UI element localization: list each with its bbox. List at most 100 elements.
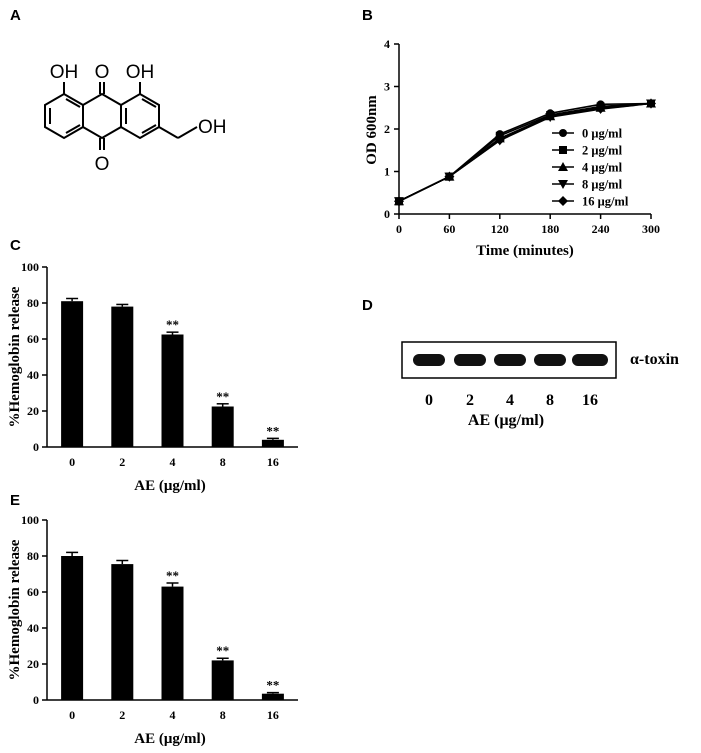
x-tick-label: 0	[396, 222, 402, 236]
y-tick-label: 60	[27, 585, 39, 599]
x-axis-title: AE (μg/ml)	[134, 731, 205, 747]
y-tick-label: 80	[27, 549, 39, 563]
x-tick-label: 4	[170, 708, 176, 722]
chemical-structure	[44, 82, 198, 150]
bar	[111, 306, 134, 447]
lane-label: 4	[506, 392, 514, 409]
right-ring-double-bond	[141, 98, 157, 108]
lane-label: 8	[546, 392, 554, 409]
hydroxyl-label-chain: OH	[198, 117, 227, 138]
oxygen-label-top: O	[95, 62, 110, 83]
panel-label-a: A	[10, 7, 21, 24]
x-tick-label: 8	[220, 455, 226, 469]
lane-label: 2	[466, 392, 474, 409]
legend-marker	[558, 180, 568, 189]
y-tick-label: 40	[27, 621, 39, 635]
y-tick-label: 1	[384, 165, 390, 179]
legend-marker	[558, 162, 568, 171]
growth-curve-chart: 0 1 2 3 4 0 60 120 180 240 300 0 μg/ml 2 μg/ml 4 μg/…	[364, 37, 660, 259]
band-label: α-toxin	[630, 351, 679, 368]
x-tick-label: 2	[119, 708, 125, 722]
y-axis-title: OD 600nm	[364, 95, 380, 165]
y-tick-label: 40	[27, 368, 39, 382]
left-ring-double-bond	[65, 124, 81, 134]
y-tick-label: 100	[21, 513, 39, 527]
y-tick-label: 20	[27, 657, 39, 671]
bar	[161, 334, 184, 447]
x-tick-label: 4	[170, 455, 176, 469]
legend-marker	[558, 196, 568, 206]
hemoglobin-bar-chart-e: 0 20 40 60 80 100 0 2 4 8 16 ** ** ** AE (μg/ml) %He…	[7, 513, 298, 747]
hydroxyl-label-left: OH	[50, 62, 79, 83]
x-tick-label: 240	[592, 222, 610, 236]
significance-marker: **	[166, 568, 179, 583]
x-tick-label: 180	[541, 222, 559, 236]
western-blot: α-toxin 0 2 4 8 16 AE (μg/ml)	[401, 341, 679, 429]
panel-label-b: B	[362, 7, 373, 24]
y-tick-label: 0	[384, 207, 390, 221]
significance-marker: **	[216, 643, 229, 658]
y-tick-label: 80	[27, 296, 39, 310]
panel-label-e: E	[10, 492, 20, 509]
bar	[261, 693, 284, 700]
legend-label: 4 μg/ml	[582, 161, 623, 175]
x-axis-title: Time (minutes)	[476, 243, 574, 259]
series-line	[398, 102, 652, 202]
bar	[111, 564, 134, 700]
data-point	[595, 103, 606, 114]
significance-marker: **	[216, 389, 229, 404]
y-tick-label: 4	[384, 37, 390, 51]
bar	[211, 406, 234, 447]
methylene-bond	[158, 126, 179, 139]
y-axis-title: %Hemoglobin release	[7, 286, 23, 427]
legend-label: 2 μg/ml	[582, 144, 623, 158]
bar	[61, 556, 84, 700]
hydroxymethyl-bond	[177, 126, 198, 139]
x-tick-label: 8	[220, 708, 226, 722]
legend-label: 0 μg/ml	[582, 127, 623, 141]
bar	[161, 586, 184, 700]
bar	[211, 660, 234, 700]
x-axis-title: AE (μg/ml)	[134, 478, 205, 494]
y-tick-label: 2	[384, 122, 390, 136]
x-tick-label: 16	[267, 708, 279, 722]
left-ring-double-bond	[65, 98, 81, 108]
right-ring-double-bond	[141, 124, 157, 134]
x-tick-label: 120	[491, 222, 509, 236]
y-tick-label: 100	[21, 260, 39, 274]
significance-marker: **	[266, 678, 279, 693]
oxygen-label-bottom: O	[95, 154, 110, 175]
x-tick-label: 16	[267, 455, 279, 469]
y-tick-label: 60	[27, 332, 39, 346]
legend-marker	[559, 129, 567, 137]
bar	[61, 301, 84, 447]
lane-label: 16	[582, 392, 598, 409]
protein-band	[454, 354, 486, 366]
protein-band	[534, 354, 566, 366]
data-point	[394, 196, 404, 207]
y-tick-label: 3	[384, 80, 390, 94]
y-tick-label: 20	[27, 404, 39, 418]
significance-marker: **	[166, 317, 179, 332]
protein-band	[572, 354, 608, 366]
hydroxyl-label-right: OH	[126, 62, 155, 83]
data-point	[545, 110, 556, 121]
y-axis-title: %Hemoglobin release	[7, 539, 23, 680]
blot-x-title: AE (μg/ml)	[468, 412, 544, 429]
y-tick-label: 0	[33, 440, 39, 454]
bar	[261, 439, 284, 447]
data-point	[494, 135, 505, 146]
legend-label: 16 μg/ml	[582, 195, 629, 209]
legend-marker	[559, 146, 567, 154]
x-tick-label: 60	[443, 222, 455, 236]
lane-label: 0	[425, 392, 433, 409]
x-tick-label: 2	[119, 455, 125, 469]
central-ring	[82, 92, 122, 140]
significance-marker: **	[266, 423, 279, 438]
hemoglobin-bar-chart-c: 0 20 40 60 80 100 0 2 4 8 16 ** ** ** AE (μg/ml) %He…	[7, 260, 298, 494]
x-tick-label: 0	[69, 455, 75, 469]
protein-band	[494, 354, 526, 366]
panel-label-c: C	[10, 237, 21, 254]
x-tick-label: 300	[642, 222, 660, 236]
